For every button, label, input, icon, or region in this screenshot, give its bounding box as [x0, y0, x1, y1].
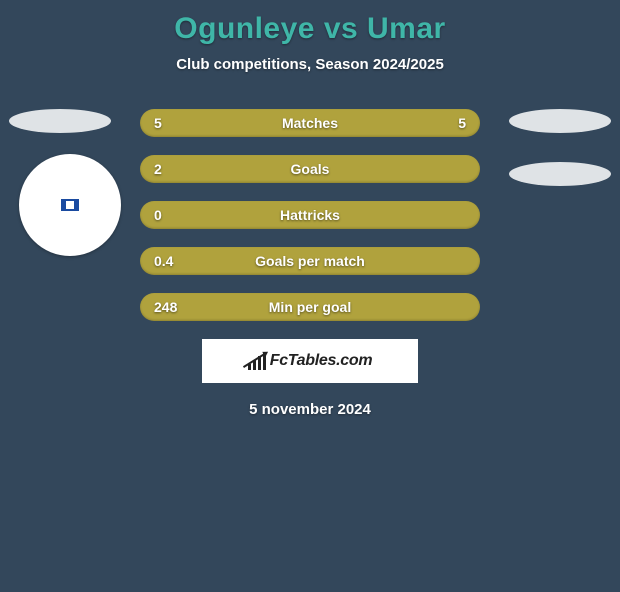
date-label: 5 november 2024 [0, 401, 620, 418]
flag-icon [59, 197, 81, 213]
decor-ellipse-top-right [509, 109, 611, 133]
stat-row: 0Hattricks [140, 201, 480, 229]
stat-value-left: 0.4 [154, 253, 194, 269]
stat-value-right: 5 [426, 115, 466, 131]
subtitle: Club competitions, Season 2024/2025 [0, 56, 620, 73]
page-title: Ogunleye vs Umar [0, 12, 620, 46]
player-badge-left [19, 154, 121, 256]
stat-row: 5Matches5 [140, 109, 480, 137]
stat-value-left: 0 [154, 207, 194, 223]
stat-value-left: 5 [154, 115, 194, 131]
decor-ellipse-top-left [9, 109, 111, 133]
stat-row: 2Goals [140, 155, 480, 183]
stat-row: 248Min per goal [140, 293, 480, 321]
fctables-logo[interactable]: FcTables.com [202, 339, 418, 383]
comparison-panel: 5Matches5 2Goals 0Hattricks 0.4Goals per ma… [0, 109, 620, 418]
logo-chart-icon [248, 352, 266, 370]
stat-value-left: 2 [154, 161, 194, 177]
stat-row: 0.4Goals per match [140, 247, 480, 275]
decor-ellipse-right-2 [509, 162, 611, 186]
logo-text: FcTables.com [270, 352, 373, 370]
stat-value-left: 248 [154, 299, 194, 315]
